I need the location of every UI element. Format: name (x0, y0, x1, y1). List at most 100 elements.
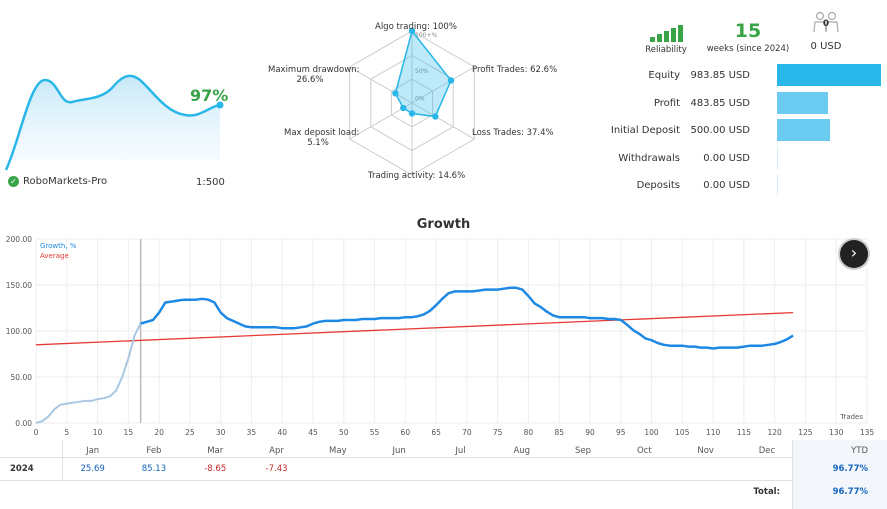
stat-bar (777, 91, 828, 114)
ytd-header: YTD (851, 446, 868, 456)
x-tick-label: 40 (277, 428, 287, 437)
growth-sparkline (0, 0, 240, 200)
stat-label: Withdrawals (618, 152, 680, 164)
y-tick-label: 0.00 (15, 419, 32, 428)
radar-value-shape (394, 29, 452, 118)
month-header: Mar (207, 446, 224, 456)
average-line (35, 311, 794, 346)
radar-point (400, 104, 407, 112)
radar-label-deposit-load: Max deposit load: 5.1% (284, 128, 359, 148)
broker-name: RoboMarkets-Pro (23, 176, 108, 187)
x-tick-label: 65 (431, 428, 441, 437)
stat-bar (777, 119, 831, 141)
x-tick-label: 110 (706, 428, 721, 437)
reliability-block[interactable]: Reliability (636, 24, 696, 55)
growth-chart: 0 5 10 15 20 25 30 35 40 45 50 55 60 65 70 75 80 85 90 95 10… (6, 235, 875, 437)
x-tick-label: 100 (644, 428, 659, 437)
radar-ring-label: 50% (415, 68, 429, 75)
deposit-load-value: 5.1% (307, 138, 329, 148)
subscribers-block[interactable]: 0 0 USD (800, 10, 852, 52)
x-tick-label: 120 (768, 428, 783, 437)
x-tick-label: 30 (216, 428, 226, 437)
subscribers-count: 0 (822, 19, 830, 29)
sparkline-area (6, 75, 220, 170)
x-tick-label: 70 (462, 428, 472, 437)
x-tick-label: 25 (185, 428, 195, 437)
growth-percent: 97% (190, 86, 229, 105)
x-tick-label: 0 (34, 428, 39, 437)
stat-label: Deposits (636, 180, 680, 191)
month-header: Oct (636, 446, 652, 456)
month-value: -8.65 (204, 464, 227, 474)
y-tick-label: 50.00 (11, 373, 33, 382)
sparkline-line (4, 74, 221, 171)
y-tick-label: 200.00 (6, 235, 32, 244)
radar-label-algo: Algo trading: 100% (375, 22, 457, 32)
radar-label-loss-trades: Loss Trades: 37.4% (472, 128, 554, 138)
next-chart-button[interactable]: › (840, 240, 868, 268)
radar-ring-label: 0% (415, 95, 425, 102)
growth-line-history (35, 323, 142, 424)
weeks-label: weeks (since 2024) (706, 44, 790, 54)
radar-axis (411, 102, 475, 140)
broker-label[interactable]: ✓ RoboMarkets-Pro (8, 176, 107, 187)
x-tick-label: 10 (93, 428, 103, 437)
reliability-bars-icon (636, 24, 696, 42)
verified-check-icon: ✓ (8, 176, 19, 187)
month-header: Apr (269, 446, 284, 456)
stat-value: 483.85 USD (690, 97, 750, 109)
radar-point (392, 90, 399, 97)
month-header: Dec (758, 446, 776, 456)
month-header: Sep (575, 446, 592, 456)
x-tick-label: 115 (737, 428, 752, 437)
x-tick-label: 130 (829, 428, 844, 437)
radar-svg: 100+% 50% 0% (349, 27, 475, 176)
stat-value: 0.00 USD (703, 152, 750, 164)
sparkline-end-dot (216, 101, 224, 109)
radar-point (408, 110, 416, 117)
x-tick-label: 80 (524, 428, 534, 437)
radar-label-drawdown: Maximum drawdown: 26.6% (268, 65, 359, 85)
x-tick-label: 5 (64, 428, 69, 437)
month-value: -7.43 (265, 464, 288, 474)
month-header: Feb (146, 446, 162, 456)
x-tick-label: 125 (798, 428, 813, 437)
y-tick-label: 150.00 (6, 281, 32, 290)
weeks-count: 15 (734, 20, 762, 42)
stat-bar (777, 64, 881, 86)
radar-point (408, 27, 416, 35)
month-value: 85.13 (141, 464, 167, 474)
total-value: 96.77% (832, 487, 868, 497)
stat-value: 500.00 USD (690, 125, 750, 136)
radar-point (447, 77, 455, 84)
x-tick-label: 95 (616, 428, 626, 437)
year-label: 2024 (10, 464, 34, 474)
x-tick-label: 90 (585, 428, 595, 437)
x-tick-label: 45 (308, 428, 318, 437)
radar-label-profit-trades: Profit Trades: 62.6% (472, 65, 558, 75)
x-tick-label: 20 (154, 428, 164, 437)
radar-ring-label: 100+% (415, 32, 437, 39)
x-axis-label: Trades (839, 413, 863, 421)
month-header: Jul (455, 446, 466, 456)
legend-growth: Growth, % (40, 242, 77, 250)
month-header: Aug (513, 446, 531, 456)
growth-line (140, 286, 794, 350)
y-tick-label: 100.00 (6, 327, 32, 336)
x-tick-label: 15 (124, 428, 134, 437)
radar-point (432, 113, 439, 120)
weeks-block: 15 weeks (since 2024) (700, 20, 796, 54)
monthly-table: Jan 25.69 Feb 85.13 Mar -8.65 Apr -7.43 May Jun Ju… (0, 440, 887, 509)
drawdown-value: 26.6% (296, 75, 324, 85)
total-label: Total: (753, 487, 780, 497)
stat-label: Initial Deposit (610, 125, 680, 136)
month-header: Nov (697, 446, 714, 456)
x-tick-label: 35 (247, 428, 257, 437)
stat-value: 0.00 USD (703, 180, 750, 191)
month-header: Jan (86, 446, 100, 456)
x-tick-label: 85 (554, 428, 564, 437)
radar-axis (411, 66, 475, 104)
leverage-value: 1:500 (196, 177, 225, 188)
subscribers-icon (813, 11, 839, 33)
legend-average: Average (40, 252, 69, 260)
